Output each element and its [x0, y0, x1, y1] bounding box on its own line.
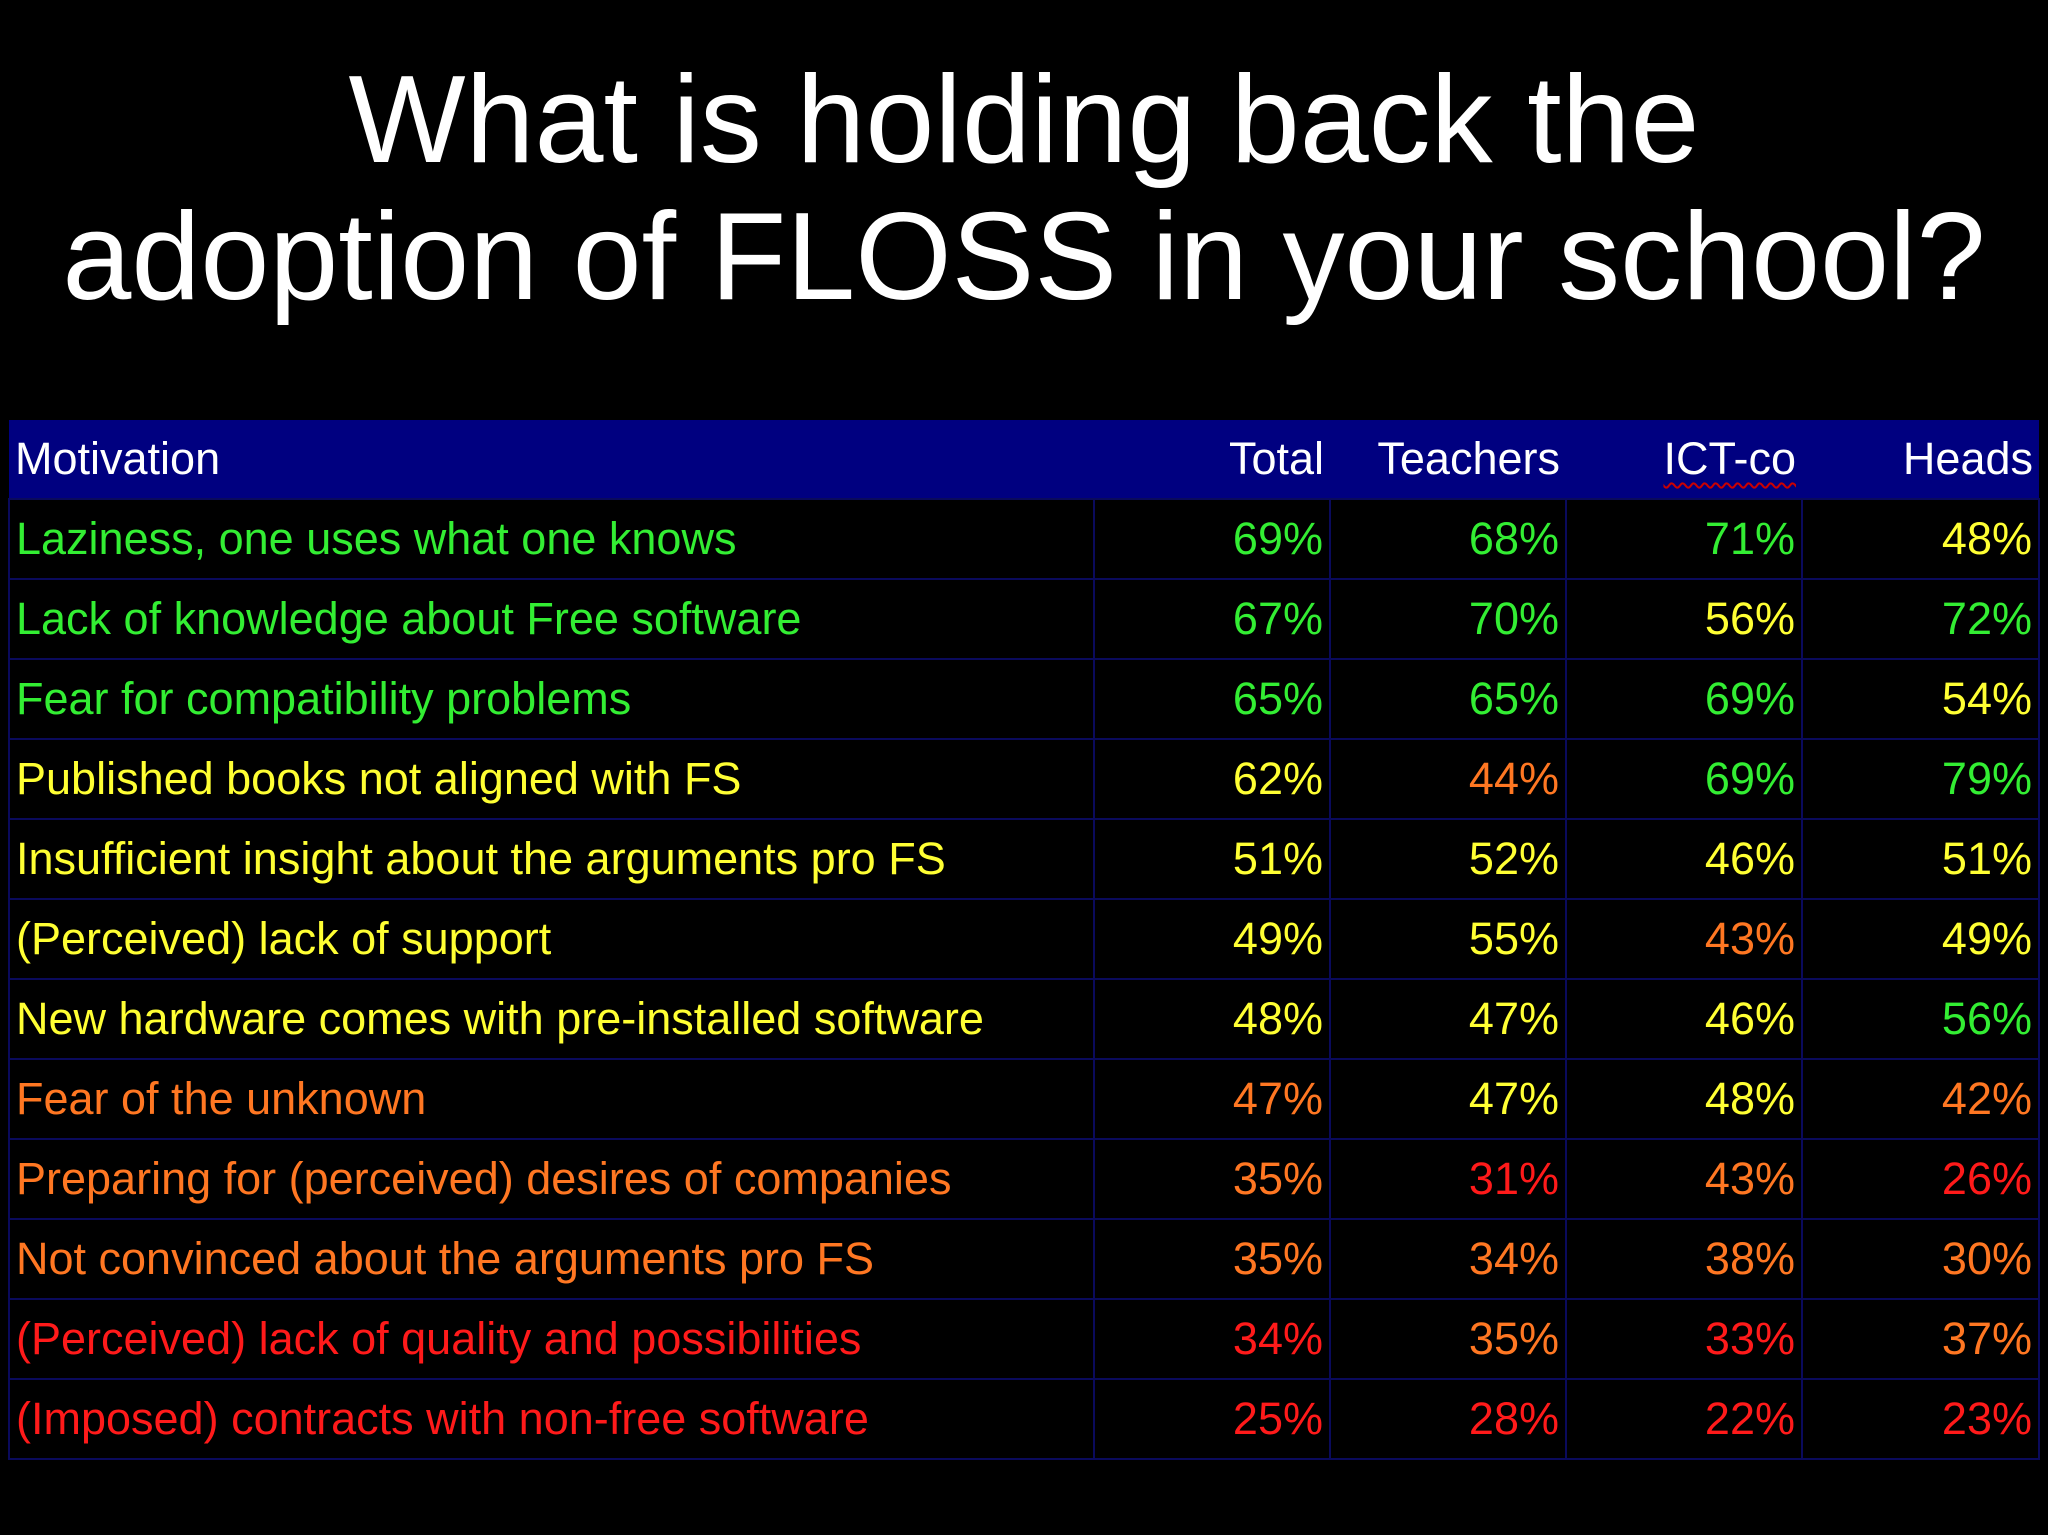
- table-row: Published books not aligned with FS 62% 44…: [8, 738, 2040, 820]
- cell-motivation: Not convinced about the arguments pro FS: [8, 1218, 1095, 1300]
- cell-teachers: 55%: [1329, 898, 1567, 980]
- cell-teachers: 28%: [1329, 1378, 1567, 1460]
- cell-motivation: Laziness, one uses what one knows: [8, 498, 1095, 580]
- table-row: Preparing for (perceived) desires of com…: [8, 1138, 2040, 1220]
- cell-teachers: 65%: [1329, 658, 1567, 740]
- cell-ictco: 56%: [1565, 578, 1803, 660]
- cell-motivation: Fear of the unknown: [8, 1058, 1095, 1140]
- cell-teachers: 70%: [1329, 578, 1567, 660]
- cell-heads: 37%: [1801, 1298, 2040, 1380]
- cell-total: 48%: [1093, 978, 1331, 1060]
- cell-heads: 56%: [1801, 978, 2040, 1060]
- cell-total: 69%: [1093, 498, 1331, 580]
- cell-ictco: 48%: [1565, 1058, 1803, 1140]
- cell-heads: 42%: [1801, 1058, 2040, 1140]
- cell-heads: 23%: [1801, 1378, 2040, 1460]
- cell-teachers: 34%: [1329, 1218, 1567, 1300]
- header-heads: Heads: [1902, 433, 2033, 484]
- cell-motivation: Published books not aligned with FS: [8, 738, 1095, 820]
- cell-total: 51%: [1093, 818, 1331, 900]
- survey-results-table: Motivation Total Teachers ICT-co Heads L…: [8, 420, 2040, 1460]
- title-line-2: adoption of FLOSS in your school?: [62, 188, 1986, 326]
- cell-ictco: 43%: [1565, 898, 1803, 980]
- cell-ictco: 69%: [1565, 738, 1803, 820]
- cell-heads: 30%: [1801, 1218, 2040, 1300]
- cell-teachers: 68%: [1329, 498, 1567, 580]
- cell-heads: 48%: [1801, 498, 2040, 580]
- header-ictco: ICT-co: [1566, 420, 1802, 499]
- cell-teachers: 47%: [1329, 1058, 1567, 1140]
- cell-motivation: Fear for compatibility problems: [8, 658, 1095, 740]
- table-row: New hardware comes with pre-installed so…: [8, 978, 2040, 1060]
- cell-total: 67%: [1093, 578, 1331, 660]
- cell-motivation: (Perceived) lack of quality and possibil…: [8, 1298, 1095, 1380]
- table-header-row: Motivation Total Teachers ICT-co Heads: [9, 420, 2039, 499]
- table-body: Laziness, one uses what one knows 69% 68% 7…: [8, 498, 2040, 1460]
- table-row: Not convinced about the arguments pro FS…: [8, 1218, 2040, 1300]
- table-row: (Perceived) lack of quality and possibil…: [8, 1298, 2040, 1380]
- cell-total: 65%: [1093, 658, 1331, 740]
- table-row: Laziness, one uses what one knows 69% 68% 7…: [8, 498, 2040, 580]
- cell-heads: 51%: [1801, 818, 2040, 900]
- cell-ictco: 43%: [1565, 1138, 1803, 1220]
- cell-motivation: (Imposed) contracts with non-free softwa…: [8, 1378, 1095, 1460]
- cell-heads: 79%: [1801, 738, 2040, 820]
- cell-teachers: 47%: [1329, 978, 1567, 1060]
- table-row: (Perceived) lack of support 49% 55% 43% 49%: [8, 898, 2040, 980]
- cell-teachers: 35%: [1329, 1298, 1567, 1380]
- table-row: Insufficient insight about the arguments…: [8, 818, 2040, 900]
- table-row: Lack of knowledge about Free software 67%…: [8, 578, 2040, 660]
- cell-motivation: New hardware comes with pre-installed so…: [8, 978, 1095, 1060]
- header-ictco-label: ICT-co: [1663, 433, 1796, 484]
- cell-total: 35%: [1093, 1218, 1331, 1300]
- header-total: Total: [1228, 433, 1324, 484]
- table-row: (Imposed) contracts with non-free softwa…: [8, 1378, 2040, 1460]
- cell-total: 49%: [1093, 898, 1331, 980]
- slide-title: What is holding back the adoption of FLO…: [0, 52, 2048, 326]
- cell-motivation: Preparing for (perceived) desires of com…: [8, 1138, 1095, 1220]
- cell-heads: 26%: [1801, 1138, 2040, 1220]
- cell-motivation: Lack of knowledge about Free software: [8, 578, 1095, 660]
- cell-total: 35%: [1093, 1138, 1331, 1220]
- header-motivation: Motivation: [15, 433, 221, 484]
- cell-teachers: 52%: [1329, 818, 1567, 900]
- cell-ictco: 22%: [1565, 1378, 1803, 1460]
- header-teachers: Teachers: [1377, 433, 1560, 484]
- cell-motivation: Insufficient insight about the arguments…: [8, 818, 1095, 900]
- cell-ictco: 69%: [1565, 658, 1803, 740]
- cell-ictco: 38%: [1565, 1218, 1803, 1300]
- cell-ictco: 71%: [1565, 498, 1803, 580]
- cell-total: 25%: [1093, 1378, 1331, 1460]
- title-line-1: What is holding back the: [348, 51, 1700, 189]
- table-row: Fear for compatibility problems 65% 65% 69%…: [8, 658, 2040, 740]
- table-row: Fear of the unknown 47% 47% 48% 42%: [8, 1058, 2040, 1140]
- cell-motivation: (Perceived) lack of support: [8, 898, 1095, 980]
- cell-total: 47%: [1093, 1058, 1331, 1140]
- cell-total: 62%: [1093, 738, 1331, 820]
- cell-teachers: 44%: [1329, 738, 1567, 820]
- cell-ictco: 46%: [1565, 978, 1803, 1060]
- cell-heads: 54%: [1801, 658, 2040, 740]
- cell-ictco: 33%: [1565, 1298, 1803, 1380]
- cell-total: 34%: [1093, 1298, 1331, 1380]
- cell-heads: 49%: [1801, 898, 2040, 980]
- cell-teachers: 31%: [1329, 1138, 1567, 1220]
- cell-heads: 72%: [1801, 578, 2040, 660]
- cell-ictco: 46%: [1565, 818, 1803, 900]
